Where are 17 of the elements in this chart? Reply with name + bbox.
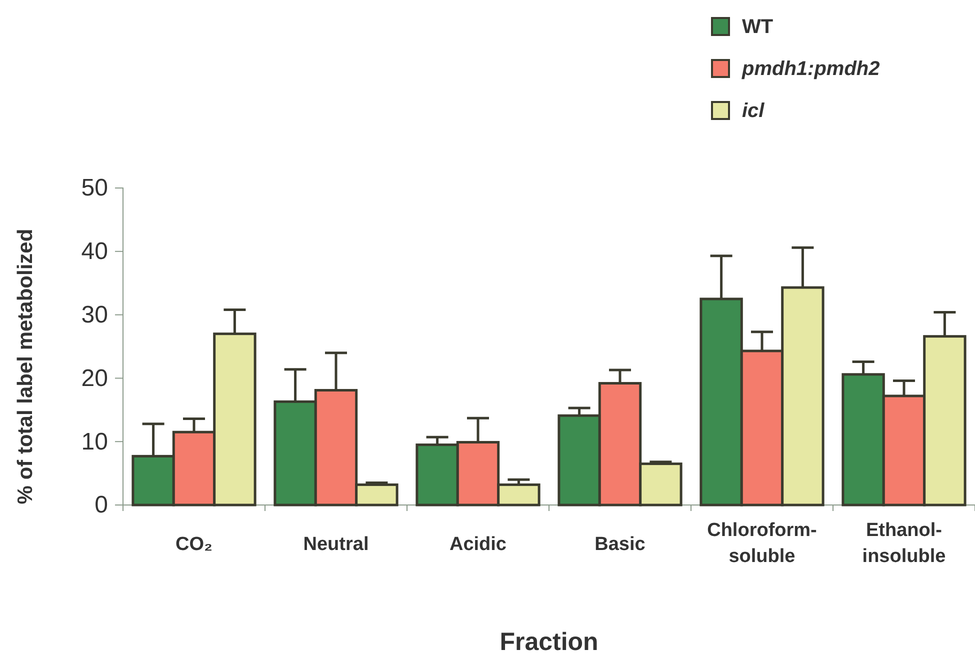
x-tick-label: Ethanol-insoluble [862, 520, 946, 567]
x-tick-label: Chloroform-soluble [707, 520, 817, 567]
legend-label: WT [742, 16, 774, 38]
x-tick-label: Basic [594, 534, 646, 555]
y-tick-label: 10 [81, 428, 108, 456]
y-axis-title: % of total label metabolized [14, 228, 37, 504]
y-tick-label: 50 [81, 174, 108, 202]
x-axis-title: Fraction [500, 628, 598, 656]
y-tick-label: 30 [81, 301, 108, 328]
x-tick-label: Neutral [303, 534, 369, 555]
x-tick-label: CO₂ [176, 534, 212, 555]
legend-label: pmdh1:pmdh2 [741, 58, 880, 80]
y-tick-label: 20 [81, 364, 108, 392]
x-tick-label: Acidic [449, 534, 507, 555]
y-tick-label: 0 [94, 492, 108, 519]
legend-label: icl [742, 100, 765, 122]
y-tick-label: 40 [81, 238, 108, 266]
